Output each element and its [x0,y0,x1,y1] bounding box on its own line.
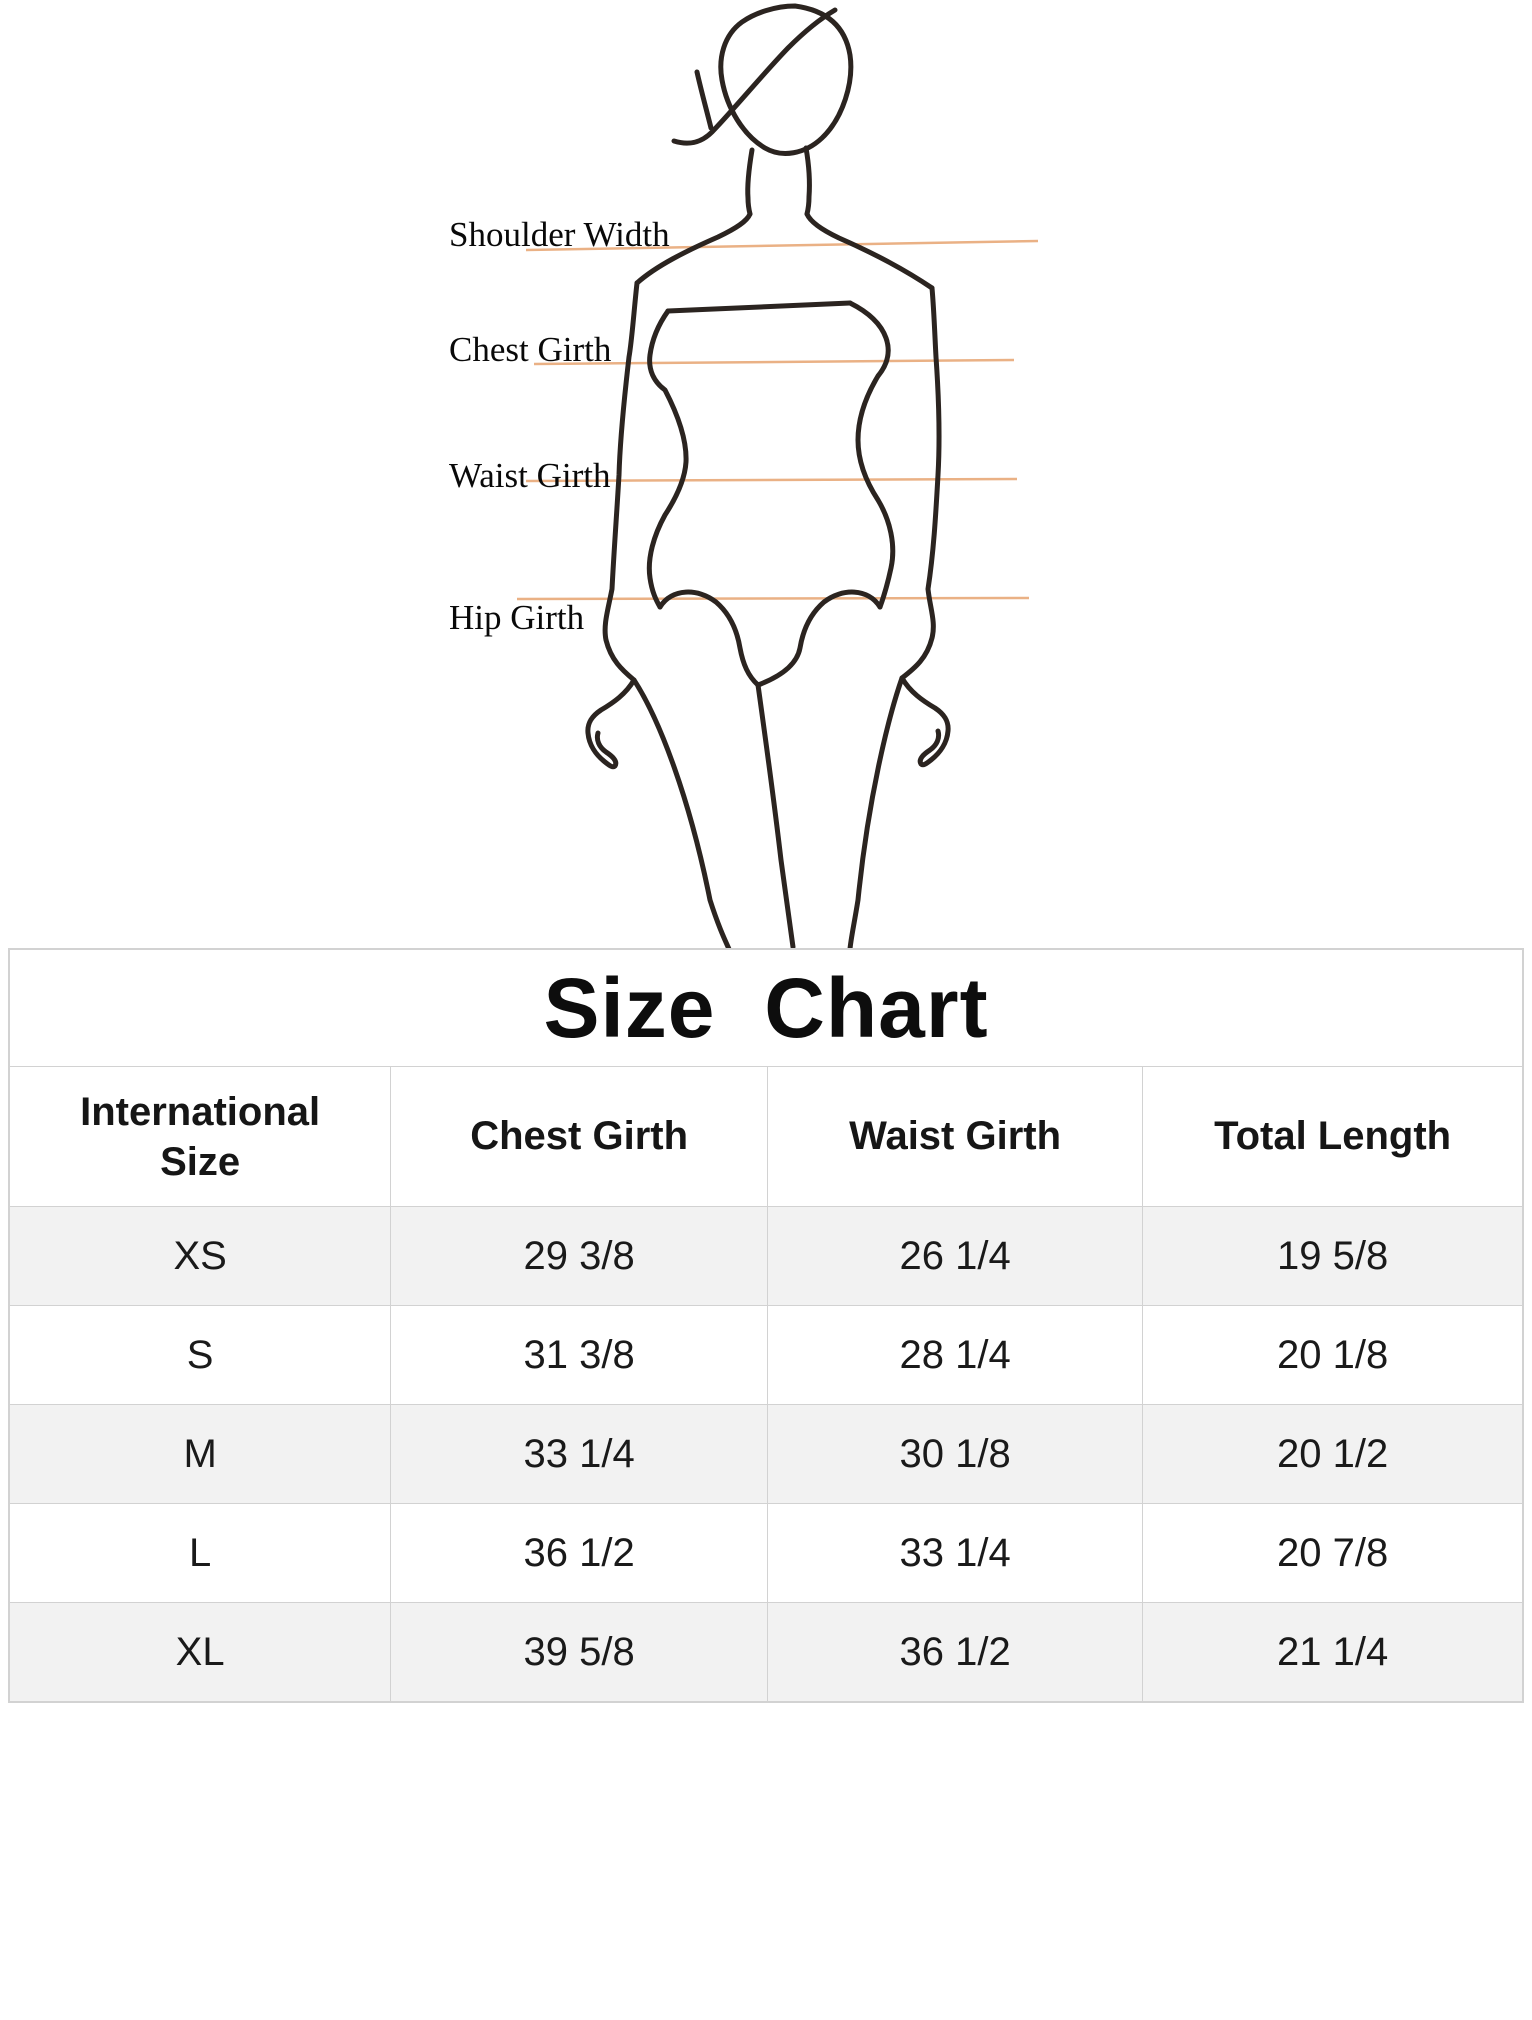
svg-text:Hip Girth: Hip Girth [449,598,585,637]
svg-text:Chest Girth: Chest Girth [449,330,612,369]
svg-text:Waist Girth: Waist Girth [449,456,611,495]
svg-text:Shoulder Width: Shoulder Width [449,215,670,254]
